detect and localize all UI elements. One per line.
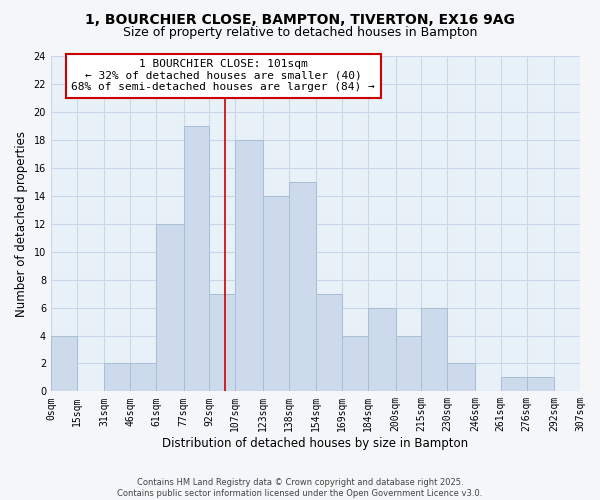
Bar <box>501 378 527 392</box>
Bar <box>527 378 554 392</box>
Y-axis label: Number of detached properties: Number of detached properties <box>15 131 28 317</box>
Bar <box>368 308 395 392</box>
Bar <box>342 336 368 392</box>
Bar <box>263 196 289 392</box>
Bar <box>209 294 235 392</box>
Bar <box>184 126 209 392</box>
Text: 1, BOURCHIER CLOSE, BAMPTON, TIVERTON, EX16 9AG: 1, BOURCHIER CLOSE, BAMPTON, TIVERTON, E… <box>85 12 515 26</box>
Bar <box>51 336 77 392</box>
Bar <box>421 308 447 392</box>
Bar <box>156 224 184 392</box>
Bar <box>235 140 263 392</box>
Bar <box>130 364 156 392</box>
Text: Contains HM Land Registry data © Crown copyright and database right 2025.
Contai: Contains HM Land Registry data © Crown c… <box>118 478 482 498</box>
Bar <box>104 364 130 392</box>
Text: 1 BOURCHIER CLOSE: 101sqm
← 32% of detached houses are smaller (40)
68% of semi-: 1 BOURCHIER CLOSE: 101sqm ← 32% of detac… <box>71 60 375 92</box>
Bar <box>316 294 342 392</box>
Bar <box>395 336 421 392</box>
Bar <box>289 182 316 392</box>
Text: Size of property relative to detached houses in Bampton: Size of property relative to detached ho… <box>123 26 477 39</box>
Bar <box>447 364 475 392</box>
X-axis label: Distribution of detached houses by size in Bampton: Distribution of detached houses by size … <box>163 437 469 450</box>
